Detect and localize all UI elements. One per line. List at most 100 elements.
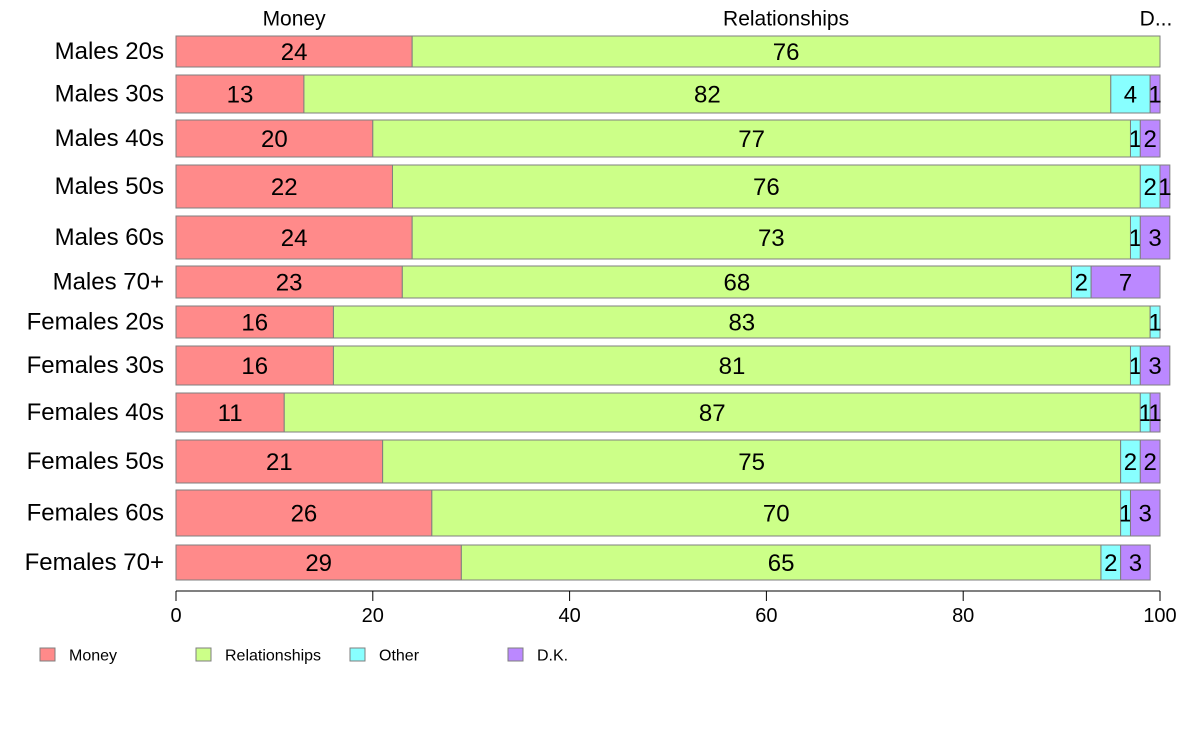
bar-value-money-females-50s: 21 <box>266 449 293 476</box>
category-label-females-60s: Females 60s <box>27 500 164 527</box>
bar-value-money-females-20s: 16 <box>241 310 268 337</box>
bar-value-money-males-20s: 24 <box>281 39 308 66</box>
bar-other-males-30s <box>1110 74 1151 114</box>
bar-value-other-females-60s: 1 <box>1119 501 1132 528</box>
bar-value-d-k-males-60s: 3 <box>1148 225 1161 252</box>
bar-value-money-females-70: 29 <box>305 550 332 577</box>
x-tick-label-20: 20 <box>362 605 384 627</box>
bar-relationships-females-50s <box>382 439 1122 484</box>
bar-relationships-males-50s <box>391 164 1141 209</box>
top-label-2: Relationships <box>723 8 849 31</box>
bar-value-other-females-30s: 1 <box>1129 353 1142 380</box>
top-labels: Money Relationships D... <box>263 8 1173 31</box>
bar-value-d-k-males-30s: 1 <box>1148 82 1161 109</box>
bar-d-k-males-40s <box>1139 119 1161 158</box>
bar-d-k-females-30s <box>1139 345 1171 386</box>
bar-value-other-males-50s: 2 <box>1143 174 1156 201</box>
legend-swatch-relationships <box>195 647 212 662</box>
bar-value-money-males-70: 23 <box>276 270 303 297</box>
bar-value-money-females-40s: 11 <box>218 400 243 427</box>
bar-value-d-k-females-50s: 2 <box>1143 449 1156 476</box>
bar-value-relationships-males-60s: 73 <box>758 225 785 252</box>
bar-value-money-males-40s: 20 <box>261 126 288 153</box>
bar-value-relationships-females-60s: 70 <box>763 501 790 528</box>
category-label-males-50s: Males 50s <box>55 173 164 200</box>
bar-value-other-females-50s: 2 <box>1124 449 1137 476</box>
bar-value-d-k-males-70: 7 <box>1119 270 1132 297</box>
bar-money-males-60s <box>175 215 413 260</box>
bar-value-money-males-60s: 24 <box>281 225 308 252</box>
category-label-females-30s: Females 30s <box>27 352 164 379</box>
bar-value-other-females-20s: 1 <box>1148 310 1161 337</box>
top-label-3: D... <box>1140 8 1173 31</box>
bar-value-relationships-males-20s: 76 <box>773 39 800 66</box>
bar-value-d-k-females-70: 3 <box>1129 550 1142 577</box>
bar-value-relationships-males-40s: 77 <box>738 126 765 153</box>
bar-value-other-males-60s: 1 <box>1129 225 1142 252</box>
bar-value-other-males-40s: 1 <box>1129 126 1142 153</box>
bar-d-k-females-40s <box>1149 392 1161 433</box>
bar-other-females-20s <box>1149 305 1161 339</box>
category-label-females-70: Females 70+ <box>25 549 164 576</box>
bar-d-k-males-70 <box>1090 265 1161 299</box>
bar-d-k-females-60s <box>1129 489 1161 537</box>
bar-value-other-females-40s: 1 <box>1139 400 1152 427</box>
bar-value-money-males-30s: 13 <box>227 82 254 109</box>
legend-label-relationships: Relationships <box>225 648 321 665</box>
bar-value-d-k-males-50s: 1 <box>1158 174 1171 201</box>
bar-value-money-males-50s: 22 <box>271 174 298 201</box>
bar-value-other-males-70: 2 <box>1075 270 1088 297</box>
bar-money-males-30s <box>175 74 305 114</box>
bar-d-k-males-60s <box>1139 215 1171 260</box>
bar-money-females-60s <box>175 489 433 537</box>
bar-value-relationships-males-50s: 76 <box>753 174 780 201</box>
category-label-females-20s: Females 20s <box>27 309 164 336</box>
bar-money-males-40s <box>175 119 374 158</box>
legend-swatch-d-k <box>507 647 524 662</box>
bar-relationships-females-30s <box>332 345 1131 386</box>
category-label-females-40s: Females 40s <box>27 399 164 426</box>
bar-relationships-males-20s <box>411 35 1161 68</box>
bar-money-females-70 <box>175 544 462 581</box>
x-tick-label-40: 40 <box>558 605 580 627</box>
bar-value-money-females-30s: 16 <box>241 353 268 380</box>
bar-money-females-30s <box>175 345 334 386</box>
bar-value-d-k-males-40s: 2 <box>1143 126 1156 153</box>
bar-value-d-k-females-30s: 3 <box>1148 353 1161 380</box>
bar-d-k-males-30s <box>1149 74 1161 114</box>
bar-value-d-k-females-60s: 3 <box>1139 501 1152 528</box>
x-axis: 0 20 40 60 80 100 <box>170 590 1177 627</box>
x-tick-label-60: 60 <box>755 605 777 627</box>
legend-label-other: Other <box>379 648 420 665</box>
category-label-males-20s: Males 20s <box>55 38 164 65</box>
bar-d-k-females-50s <box>1139 439 1161 484</box>
bar-value-relationships-males-70: 68 <box>724 270 751 297</box>
bar-value-other-males-30s: 4 <box>1124 82 1137 109</box>
bar-d-k-females-70 <box>1120 544 1151 581</box>
category-label-males-40s: Males 40s <box>55 125 164 152</box>
category-label-males-30s: Males 30s <box>55 81 164 108</box>
bar-relationships-males-60s <box>411 215 1131 260</box>
bar-value-relationships-females-30s: 81 <box>719 353 746 380</box>
bar-relationships-males-40s <box>372 119 1131 158</box>
bar-value-relationships-females-20s: 83 <box>728 310 755 337</box>
legend-swatch-other <box>349 647 366 662</box>
category-label-males-70: Males 70+ <box>53 269 164 296</box>
bar-money-males-20s <box>175 35 413 68</box>
bar-d-k-males-50s <box>1159 164 1171 209</box>
bar-relationships-females-60s <box>431 489 1122 537</box>
bar-value-money-females-60s: 26 <box>291 501 318 528</box>
bar-relationships-males-30s <box>303 74 1112 114</box>
x-tick-label-0: 0 <box>170 605 181 627</box>
legend-label-d-k: D.K. <box>537 648 568 665</box>
bar-value-d-k-females-40s: 1 <box>1148 400 1161 427</box>
category-labels: Males 20s Males 30s Males 40s Males 50s Male… <box>25 38 164 576</box>
bar-money-females-40s <box>175 392 285 433</box>
legend-label-money: Money <box>69 648 117 665</box>
category-label-females-50s: Females 50s <box>27 448 164 475</box>
legend: Money Relationships Other D.K. <box>39 647 568 665</box>
bar-money-males-70 <box>175 265 403 299</box>
x-tick-label-100: 100 <box>1143 605 1176 627</box>
